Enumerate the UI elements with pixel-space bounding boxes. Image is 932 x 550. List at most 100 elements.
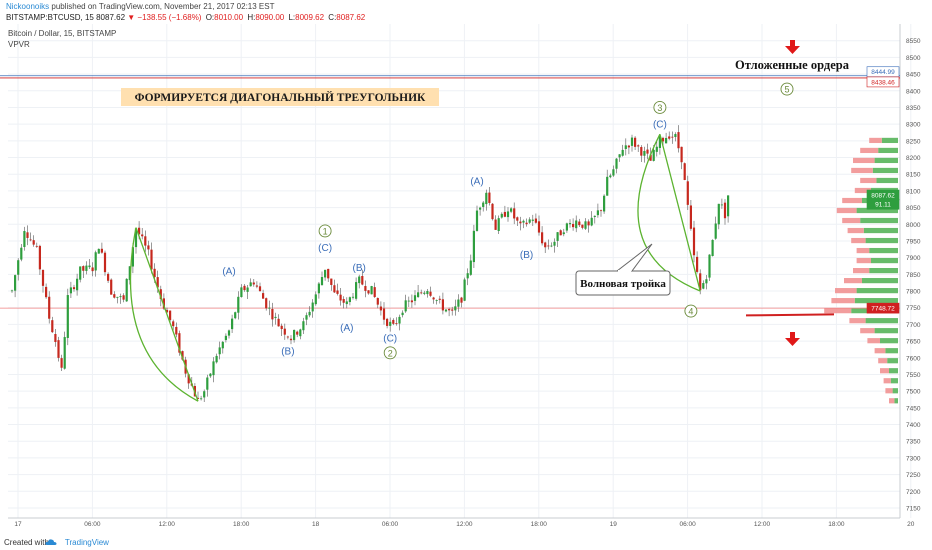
wave-circle	[653, 100, 667, 114]
candle-body	[150, 249, 153, 270]
volume-bar-down	[844, 278, 862, 284]
volume-bar-down	[847, 227, 864, 234]
candle-body	[17, 260, 20, 275]
volume-bar-up	[863, 227, 898, 234]
candle-body	[634, 137, 637, 147]
triangle-line	[637, 133, 701, 292]
volume-bar-up	[887, 358, 898, 364]
y-tick-label: 7450	[906, 405, 921, 412]
price-marker	[866, 198, 900, 210]
candle-body	[699, 273, 702, 291]
candle-body	[175, 326, 178, 335]
tradingview-link[interactable]: TradingView	[64, 538, 109, 547]
candle-body	[500, 213, 503, 218]
candle-body	[317, 283, 320, 294]
candle-body	[711, 239, 714, 257]
x-tick-label: 17	[14, 521, 22, 528]
open-value: 8010.00	[214, 13, 244, 22]
x-tick-label: 12:00	[456, 521, 473, 528]
horizontal-lines[interactable]	[0, 75, 900, 317]
y-tick-label: 7150	[906, 505, 921, 512]
candle-body	[172, 321, 175, 327]
candle-body	[41, 269, 45, 286]
volume-bar-down	[856, 257, 871, 264]
candle-body	[547, 245, 550, 247]
candle-body	[14, 275, 17, 291]
volume-bar-up	[856, 288, 898, 294]
y-tick-label: 7550	[906, 372, 921, 379]
candle-body	[488, 192, 491, 203]
author-link[interactable]: Nickoonoiks	[6, 2, 50, 11]
candle-body	[668, 136, 671, 139]
candle-body	[376, 298, 379, 305]
candle-body	[240, 287, 243, 298]
candle-body	[268, 307, 271, 309]
candle-body	[705, 279, 708, 284]
publish-credit: Nickoonoiks published on TradingView.com…	[6, 2, 274, 11]
candle-body	[258, 286, 262, 292]
candle-body	[296, 331, 299, 335]
ohlc-line: BITSTAMP:BTCUSD, 15 8087.62 ▼ −138.55 (−…	[6, 13, 365, 22]
candle-body	[640, 147, 643, 156]
candle-body	[218, 347, 221, 355]
y-tick-label: 7300	[906, 455, 921, 462]
price-marker-label: 8438.46	[871, 79, 895, 86]
series-title[interactable]: Bitcoin / Dollar, 15, BITSTAMP	[8, 29, 116, 38]
candle-body	[333, 285, 336, 293]
wave-label: (C)	[318, 243, 332, 254]
x-tick-label: 12:00	[754, 521, 771, 528]
candle-body	[358, 276, 361, 284]
y-tick-label: 7500	[906, 389, 921, 396]
indicator-label[interactable]: VPVR	[8, 40, 30, 49]
candle-body	[646, 149, 649, 154]
candle-body	[348, 297, 351, 303]
candle-body	[116, 296, 119, 298]
candle-body	[534, 218, 537, 223]
price-marker-label: 8444.99	[871, 69, 895, 76]
x-tick-label: 06:00	[679, 521, 696, 528]
price-change: −138.55 (−1.68%)	[137, 13, 202, 22]
x-tick-label: 12:00	[159, 521, 176, 528]
candle-body	[289, 338, 293, 341]
candle-body	[479, 207, 482, 210]
candle-body	[510, 208, 513, 212]
candle-body	[513, 208, 516, 219]
published-text: published on TradingView.com, November 2…	[49, 2, 275, 11]
callout-label: Волновая тройка	[580, 278, 666, 290]
candle-body	[134, 228, 138, 248]
candle-body	[395, 323, 398, 324]
candle-body	[531, 219, 534, 221]
candle-body	[506, 211, 510, 218]
y-tick-label: 8050	[906, 205, 921, 212]
candle-body	[637, 145, 640, 147]
y-tick-label: 8200	[906, 155, 921, 162]
price-chart[interactable]: 7150 7200 7250 7300 7350 7400 7450 7500 7550 7600…	[0, 24, 932, 534]
y-tick-label: 7400	[906, 422, 921, 429]
callout-pointer	[616, 243, 653, 272]
y-tick-label: 7250	[906, 472, 921, 479]
time-axis[interactable]: 17 06:00 12:00 18:00 18 06:00 12:00 18:00 19 06:0…	[8, 517, 932, 528]
footer: Created with TradingView	[0, 534, 932, 550]
volume-bar-up	[876, 177, 898, 184]
candle-body	[330, 278, 333, 285]
candle-body	[559, 230, 562, 236]
candle-body	[131, 247, 134, 267]
triangle-title-box	[121, 88, 439, 106]
candle-body	[612, 169, 615, 176]
x-tick-label: 18:00	[828, 521, 845, 528]
candle-body	[519, 221, 522, 224]
symbol-label[interactable]: BITSTAMP:BTCUSD, 15	[6, 13, 94, 22]
candle-body	[79, 266, 82, 280]
candle-body	[497, 218, 500, 231]
y-tick-label: 7350	[906, 439, 921, 446]
price-marker	[866, 302, 900, 314]
y-tick-label: 7850	[906, 272, 921, 279]
y-tick-label: 8100	[906, 188, 921, 195]
candle-body	[66, 295, 69, 338]
candle-body	[398, 316, 401, 324]
price-axis[interactable]: 7150 7200 7250 7300 7350 7400 7450 7500 7550 7600…	[899, 24, 921, 518]
drawings[interactable]	[129, 133, 701, 402]
volume-bar-up	[854, 298, 898, 304]
candle-body	[252, 282, 255, 285]
wave-label: 2	[388, 348, 393, 358]
